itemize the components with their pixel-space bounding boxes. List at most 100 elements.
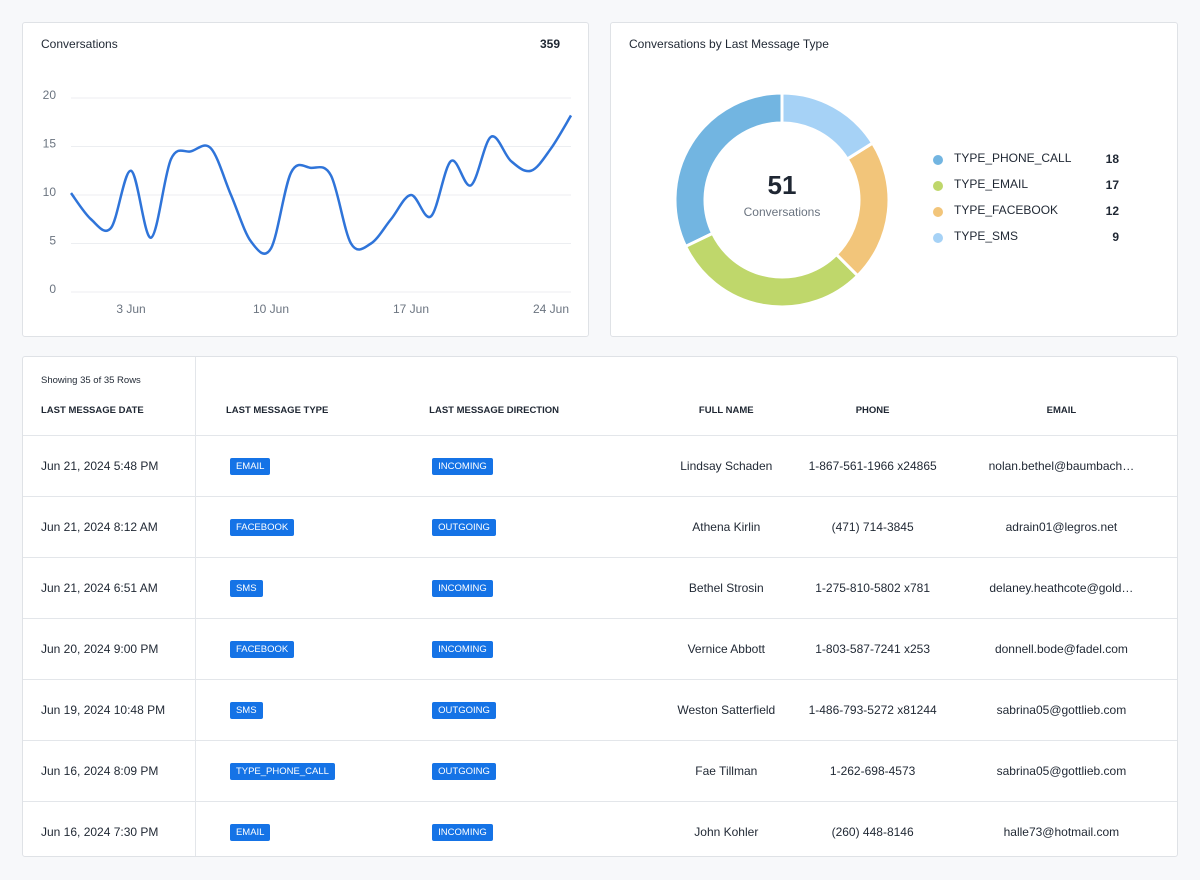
column-header: EMAIL	[1046, 405, 1077, 416]
line-series	[69, 114, 573, 255]
badge: TYPE_PHONE_CALL	[229, 762, 335, 780]
legend-value: 18	[1106, 152, 1120, 166]
table-cell: Jun 21, 2024 6:51 AM	[23, 557, 199, 619]
table-cell: 1-803-587-7241 x253	[799, 618, 946, 680]
legend-value: 17	[1106, 178, 1120, 192]
column-header: LAST MESSAGE DATE	[41, 405, 144, 416]
table-cell: donnell.bode@fadel.com	[945, 618, 1177, 680]
table-row: Jun 21, 2024 8:12 AM FACEBOOK OUTGOING Athe…	[23, 496, 1177, 558]
legend-label: TYPE_EMAIL	[954, 177, 1028, 191]
table-cell: sabrina05@gottlieb.com	[945, 679, 1177, 741]
column-header: LAST MESSAGE TYPE	[225, 405, 329, 416]
table-cell: (260) 448-8146	[799, 801, 946, 862]
center-value: 51	[768, 170, 797, 200]
badge: INCOMING	[432, 579, 493, 597]
badge-cell: INCOMING	[396, 801, 654, 862]
badge: OUTGOING	[432, 762, 496, 780]
legend-dot	[933, 181, 943, 191]
table-cell: Weston Satterfield	[653, 679, 800, 741]
badge-cell: SMS	[198, 557, 397, 619]
badge-cell: EMAIL	[198, 801, 397, 862]
table-cell: Fae Tillman	[653, 740, 800, 802]
donut-segment	[673, 91, 784, 249]
table-row: Jun 21, 2024 6:51 AM SMS INCOMING Bethel St…	[23, 557, 1177, 619]
table-cell: John Kohler	[653, 801, 800, 862]
table-cell: Jun 21, 2024 8:12 AM	[23, 496, 199, 558]
row-count: Showing 35 of 35 Rows	[41, 375, 141, 386]
table-row: Jun 16, 2024 7:30 PM EMAIL INCOMING John Ko…	[23, 801, 1177, 862]
legend-dot	[933, 233, 943, 243]
x-tick-label: 10 Jun	[253, 302, 289, 316]
chart-title: Conversations by Last Message Type	[629, 37, 829, 51]
legend-label: TYPE_FACEBOOK	[954, 203, 1058, 217]
table-cell: Lindsay Schaden	[653, 435, 800, 497]
table-cell: nolan.bethel@baumbach…	[945, 435, 1177, 497]
badge-cell: TYPE_PHONE_CALL	[198, 740, 397, 802]
column-header: PHONE	[855, 405, 890, 416]
badge-cell: INCOMING	[396, 557, 654, 619]
badge: EMAIL	[229, 823, 271, 841]
header-row: LAST MESSAGE DATE LAST MESSAGE TYPE LAST M…	[23, 405, 1177, 436]
chart-title: Conversations	[41, 37, 118, 51]
donut-segment	[683, 231, 860, 309]
table-cell: Jun 16, 2024 7:30 PM	[23, 801, 199, 862]
table-cell: Jun 16, 2024 8:09 PM	[23, 740, 199, 802]
table-cell: 1-486-793-5272 x81244	[799, 679, 946, 741]
badge: EMAIL	[229, 457, 271, 475]
badge: INCOMING	[432, 823, 493, 841]
y-tick-label: 0	[49, 282, 56, 296]
table-cell: Bethel Strosin	[653, 557, 800, 619]
legend-label: TYPE_SMS	[954, 229, 1018, 243]
y-tick-label: 10	[43, 185, 57, 199]
column-header: FULL NAME	[698, 405, 754, 416]
badge: INCOMING	[432, 640, 493, 658]
badge: FACEBOOK	[229, 518, 295, 536]
table-cell: halle73@hotmail.com	[945, 801, 1177, 862]
donut-card: Conversations by Last Message Type TYPE_P…	[610, 22, 1178, 337]
badge-cell: FACEBOOK	[198, 618, 397, 680]
x-tick-label: 3 Jun	[116, 302, 145, 316]
badge: SMS	[229, 579, 263, 597]
table-row: Jun 20, 2024 9:00 PM FACEBOOK INCOMING Vern…	[23, 618, 1177, 680]
table-cell: 1-262-698-4573	[799, 740, 946, 802]
badge-cell: INCOMING	[396, 435, 654, 497]
badge-cell: EMAIL	[198, 435, 397, 497]
legend-dot	[933, 207, 943, 217]
table-cell: 1-275-810-5802 x781	[799, 557, 946, 619]
badge: OUTGOING	[432, 518, 496, 536]
badge-cell: FACEBOOK	[198, 496, 397, 558]
badge: FACEBOOK	[229, 640, 295, 658]
column-header: LAST MESSAGE DIRECTION	[429, 405, 559, 416]
table-row: Jun 19, 2024 10:48 PM SMS OUTGOING Weston S…	[23, 679, 1177, 741]
donut-segment	[780, 91, 875, 162]
table-cell: Athena Kirlin	[653, 496, 800, 558]
table-body: Jun 21, 2024 5:48 PM EMAIL INCOMING Lindsay…	[23, 435, 1177, 862]
donut-segment	[834, 141, 891, 278]
table-cell: adrain01@legros.net	[945, 496, 1177, 558]
table-cell: Vernice Abbott	[653, 618, 800, 680]
x-tick-label: 24 Jun	[533, 302, 569, 316]
table-cell: (471) 714-3845	[799, 496, 946, 558]
badge: SMS	[229, 701, 263, 719]
y-tick-label: 20	[43, 88, 57, 102]
badge-cell: OUTGOING	[396, 679, 654, 741]
badge-cell: OUTGOING	[396, 496, 654, 558]
badge-cell: OUTGOING	[396, 740, 654, 802]
table-cell: 1-867-561-1966 x24865	[799, 435, 946, 497]
badge-cell: SMS	[198, 679, 397, 741]
badge: OUTGOING	[432, 701, 496, 719]
table-card: Showing 35 of 35 Rows LAST MESSAGE DATE L…	[22, 356, 1178, 862]
y-tick-label: 5	[49, 234, 56, 248]
data-table: LAST MESSAGE DATE LAST MESSAGE TYPE LAST M…	[23, 405, 1177, 862]
line-card: Conversations 359 0 5 10 15 20 3 Jun 10 Jun 17 Ju…	[22, 22, 589, 337]
line-chart: Conversations 359 0 5 10 15 20 3 Jun 10 Jun 17 Ju…	[41, 37, 573, 316]
badge: INCOMING	[432, 457, 493, 475]
table-cell: Jun 21, 2024 5:48 PM	[23, 435, 199, 497]
summary-value: 359	[540, 37, 560, 51]
table-cell: delaney.heathcote@gold…	[945, 557, 1177, 619]
legend-dot	[933, 155, 943, 165]
table-cell: Jun 19, 2024 10:48 PM	[23, 679, 199, 741]
legend-value: 9	[1112, 230, 1119, 244]
center-label: Conversations	[744, 205, 821, 219]
